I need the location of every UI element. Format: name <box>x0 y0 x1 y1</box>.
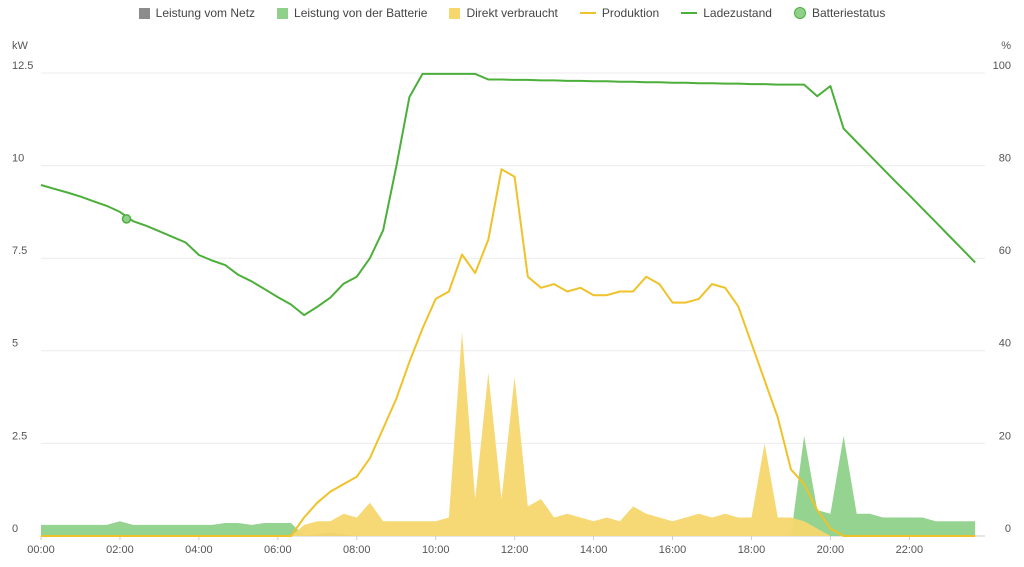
line <box>40 72 976 317</box>
legend-label: Batteriestatus <box>811 6 886 20</box>
legend-item[interactable]: Ladezustand <box>681 6 772 20</box>
area <box>41 332 976 536</box>
y2-tick-label: 80 <box>999 153 1011 165</box>
y-tick-label: 0 <box>12 523 18 535</box>
x-tick-label: 04:00 <box>185 544 213 556</box>
x-tick-label: 08:00 <box>343 544 371 556</box>
legend-item[interactable]: Leistung von der Batterie <box>277 6 427 20</box>
x-tick-label: 18:00 <box>738 544 766 556</box>
y2-tick-label: 100 <box>993 60 1011 72</box>
area <box>41 436 976 536</box>
legend-item[interactable]: Leistung vom Netz <box>138 6 256 20</box>
x-tick-label: 00:00 <box>27 544 55 556</box>
y-tick-label: 5 <box>12 338 18 350</box>
y-tick-label: 2.5 <box>12 430 27 442</box>
y2-tick-label: 60 <box>999 245 1011 257</box>
x-tick-label: 10:00 <box>422 544 450 556</box>
y-tick-label: 12.5 <box>12 60 33 72</box>
legend-swatch <box>449 7 461 19</box>
legend-label: Direkt verbraucht <box>466 6 558 20</box>
x-tick-label: 22:00 <box>896 544 924 556</box>
y2-tick-label: 40 <box>999 338 1011 350</box>
y-axis-label: kW <box>12 40 29 52</box>
legend-swatch <box>793 7 806 19</box>
legend-item[interactable]: Direkt verbraucht <box>449 6 558 20</box>
legend-swatch <box>277 7 289 19</box>
legend-swatch <box>681 12 698 14</box>
legend-label: Leistung vom Netz <box>155 6 256 20</box>
y2-axis-label: % <box>1001 40 1011 52</box>
legend: Leistung vom Netz Leistung von der Batter… <box>0 6 1024 20</box>
x-tick-label: 02:00 <box>106 544 134 556</box>
x-tick-label: 06:00 <box>264 544 292 556</box>
legend-item[interactable]: Batteriestatus <box>793 6 886 20</box>
line <box>41 168 976 537</box>
legend-item[interactable]: Produktion <box>579 6 660 20</box>
x-tick-label: 12:00 <box>501 544 529 556</box>
point <box>121 214 132 224</box>
y-tick-label: 10 <box>12 153 24 165</box>
legend-swatch <box>138 7 150 19</box>
x-tick-label: 20:00 <box>817 544 845 556</box>
legend-label: Produktion <box>601 6 660 20</box>
legend-label: Leistung von der Batterie <box>294 6 428 20</box>
legend-swatch <box>579 12 596 14</box>
y2-tick-label: 20 <box>999 430 1011 442</box>
x-tick-label: 16:00 <box>659 544 687 556</box>
x-tick-label: 14:00 <box>580 544 608 556</box>
legend-label: Ladezustand <box>703 6 772 20</box>
y2-tick-label: 0 <box>1005 523 1011 535</box>
y-tick-label: 7.5 <box>12 245 27 257</box>
